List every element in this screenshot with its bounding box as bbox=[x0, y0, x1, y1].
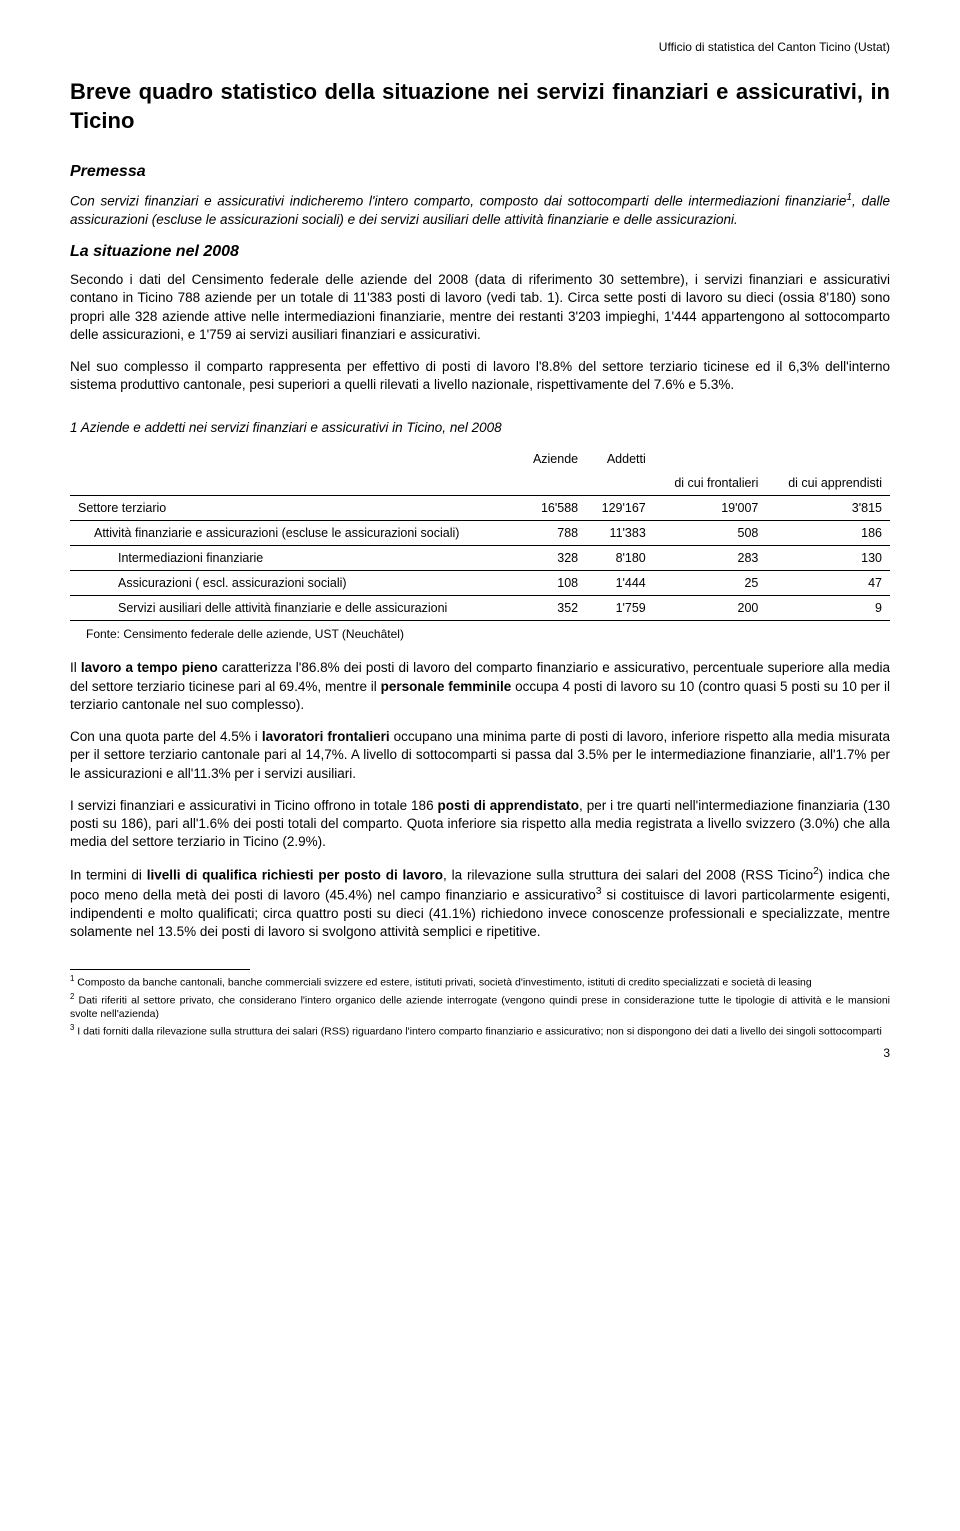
th-blank2 bbox=[517, 471, 586, 496]
table1-body: Settore terziario16'588129'16719'0073'81… bbox=[70, 496, 890, 621]
row-label: Assicurazioni ( escl. assicurazioni soci… bbox=[70, 571, 517, 596]
th-blank3 bbox=[586, 471, 654, 496]
th-addetti: Addetti bbox=[586, 447, 654, 471]
premessa-heading: Premessa bbox=[70, 163, 890, 181]
table-row: Attività finanziarie e assicurazioni (es… bbox=[70, 521, 890, 546]
th-empty3 bbox=[766, 447, 890, 471]
cell-front: 25 bbox=[654, 571, 767, 596]
after-para2: Con una quota parte del 4.5% i lavorator… bbox=[70, 728, 890, 783]
header-office: Ufficio di statistica del Canton Ticino … bbox=[70, 40, 890, 54]
table1-caption: 1 Aziende e addetti nei servizi finanzia… bbox=[70, 420, 890, 435]
row-label: Attività finanziarie e assicurazioni (es… bbox=[70, 521, 517, 546]
cell-front: 283 bbox=[654, 546, 767, 571]
cell-aziende: 788 bbox=[517, 521, 586, 546]
cell-addetti: 1'444 bbox=[586, 571, 654, 596]
th-frontalieri: di cui frontalieri bbox=[654, 471, 767, 496]
footnotes-block: 1 Composto da banche cantonali, banche c… bbox=[70, 974, 890, 1038]
situazione-para2: Nel suo complesso il comparto rappresent… bbox=[70, 358, 890, 394]
th-empty bbox=[70, 447, 517, 471]
situazione-para1: Secondo i dati del Censimento federale d… bbox=[70, 271, 890, 344]
after-para4: In termini di livelli di qualifica richi… bbox=[70, 865, 890, 941]
cell-addetti: 11'383 bbox=[586, 521, 654, 546]
premessa-text: Con servizi finanziari e assicurativi in… bbox=[70, 191, 890, 229]
th-apprendisti: di cui apprendisti bbox=[766, 471, 890, 496]
cell-appr: 3'815 bbox=[766, 496, 890, 521]
cell-aziende: 108 bbox=[517, 571, 586, 596]
cell-appr: 186 bbox=[766, 521, 890, 546]
table-row: Assicurazioni ( escl. assicurazioni soci… bbox=[70, 571, 890, 596]
row-label: Settore terziario bbox=[70, 496, 517, 521]
after-para3: I servizi finanziari e assicurativi in T… bbox=[70, 797, 890, 852]
footnote-1: 1 Composto da banche cantonali, banche c… bbox=[70, 974, 890, 990]
cell-addetti: 1'759 bbox=[586, 596, 654, 621]
cell-front: 19'007 bbox=[654, 496, 767, 521]
th-aziende: Aziende bbox=[517, 447, 586, 471]
cell-aziende: 328 bbox=[517, 546, 586, 571]
cell-front: 508 bbox=[654, 521, 767, 546]
cell-appr: 47 bbox=[766, 571, 890, 596]
cell-appr: 130 bbox=[766, 546, 890, 571]
cell-appr: 9 bbox=[766, 596, 890, 621]
table-row: Servizi ausiliari delle attività finanzi… bbox=[70, 596, 890, 621]
document-title: Breve quadro statistico della situazione… bbox=[70, 78, 890, 135]
after-para1: Il lavoro a tempo pieno caratterizza l'8… bbox=[70, 659, 890, 714]
row-label: Servizi ausiliari delle attività finanzi… bbox=[70, 596, 517, 621]
page-container: Ufficio di statistica del Canton Ticino … bbox=[0, 0, 960, 1090]
table-row: Intermediazioni finanziarie3288'18028313… bbox=[70, 546, 890, 571]
footnote-3: 3 I dati forniti dalla rilevazione sulla… bbox=[70, 1023, 890, 1039]
table-row: Settore terziario16'588129'16719'0073'81… bbox=[70, 496, 890, 521]
row-label: Intermediazioni finanziarie bbox=[70, 546, 517, 571]
table1: Aziende Addetti di cui frontalieri di cu… bbox=[70, 447, 890, 621]
cell-addetti: 129'167 bbox=[586, 496, 654, 521]
page-number: 3 bbox=[70, 1046, 890, 1060]
cell-aziende: 16'588 bbox=[517, 496, 586, 521]
footnote-2: 2 Dati riferiti al settore privato, che … bbox=[70, 992, 890, 1021]
cell-front: 200 bbox=[654, 596, 767, 621]
th-empty2 bbox=[654, 447, 767, 471]
th-blank bbox=[70, 471, 517, 496]
cell-aziende: 352 bbox=[517, 596, 586, 621]
cell-addetti: 8'180 bbox=[586, 546, 654, 571]
situazione-heading: La situazione nel 2008 bbox=[70, 243, 890, 261]
table1-source: Fonte: Censimento federale delle aziende… bbox=[70, 627, 890, 641]
